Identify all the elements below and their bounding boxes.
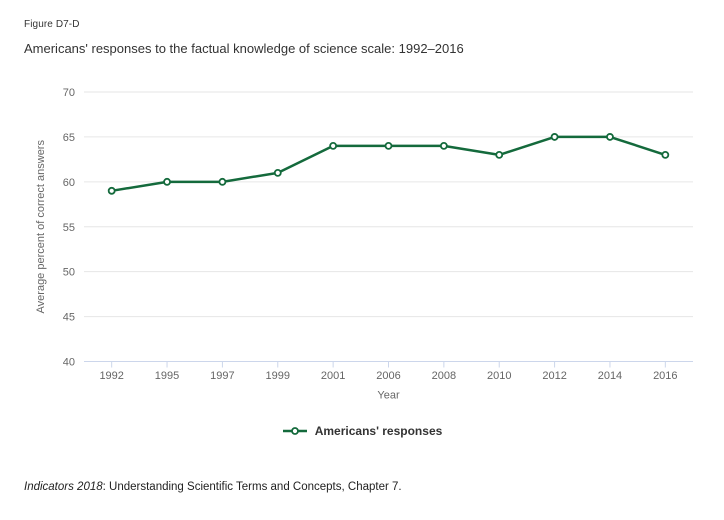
page-title: Americans' responses to the factual know… (24, 41, 464, 56)
data-point-marker[interactable] (163, 177, 171, 186)
x-tick-label: 2012 (542, 370, 566, 382)
legend-label: Americans' responses (314, 424, 443, 438)
source-text: : Understanding Scientific Terms and Con… (102, 481, 402, 493)
x-tick-label: 2010 (487, 370, 511, 382)
x-tick-label: 2006 (376, 370, 400, 382)
y-tick-label: 50 (63, 267, 75, 279)
x-axis-title: Year (377, 390, 400, 402)
source-note: Indicators 2018: Understanding Scientifi… (24, 481, 402, 493)
data-point-marker[interactable] (384, 141, 393, 150)
y-tick-label: 55 (63, 222, 75, 234)
legend-item[interactable]: Americans' responses (0, 424, 724, 438)
x-tick-label: 1997 (210, 370, 234, 382)
x-tick-label: 1995 (155, 370, 179, 382)
x-tick-label: 1992 (99, 370, 123, 382)
x-tick-label: 2014 (598, 370, 622, 382)
figure-label: Figure D7-D (24, 19, 80, 30)
data-point-marker[interactable] (606, 133, 614, 141)
y-tick-label: 65 (63, 132, 75, 144)
legend-line-marker-icon (282, 427, 307, 435)
source-title: Indicators 2018 (24, 481, 103, 493)
data-point-marker[interactable] (439, 141, 448, 150)
x-tick-label: 2001 (321, 370, 345, 382)
y-tick-label: 70 (63, 87, 75, 99)
data-point-marker[interactable] (495, 150, 504, 159)
data-point-marker[interactable] (661, 150, 670, 159)
y-tick-label: 60 (63, 177, 75, 189)
y-axis-title: Average percent of correct answers (35, 140, 47, 314)
x-tick-label: 2008 (432, 370, 456, 382)
data-point-marker[interactable] (273, 168, 282, 177)
x-tick-label: 1999 (266, 370, 290, 382)
data-point-marker[interactable] (218, 177, 227, 186)
x-tick-label: 2016 (653, 370, 677, 382)
y-tick-label: 45 (63, 312, 75, 324)
data-point-marker[interactable] (107, 186, 116, 195)
data-point-marker[interactable] (550, 133, 559, 141)
data-point-marker[interactable] (329, 141, 338, 150)
line-chart: 40 45 50 55 60 65 70 1992 1995 1997 1999 2001 2006 20… (35, 87, 693, 402)
y-tick-label: 40 (63, 357, 75, 369)
